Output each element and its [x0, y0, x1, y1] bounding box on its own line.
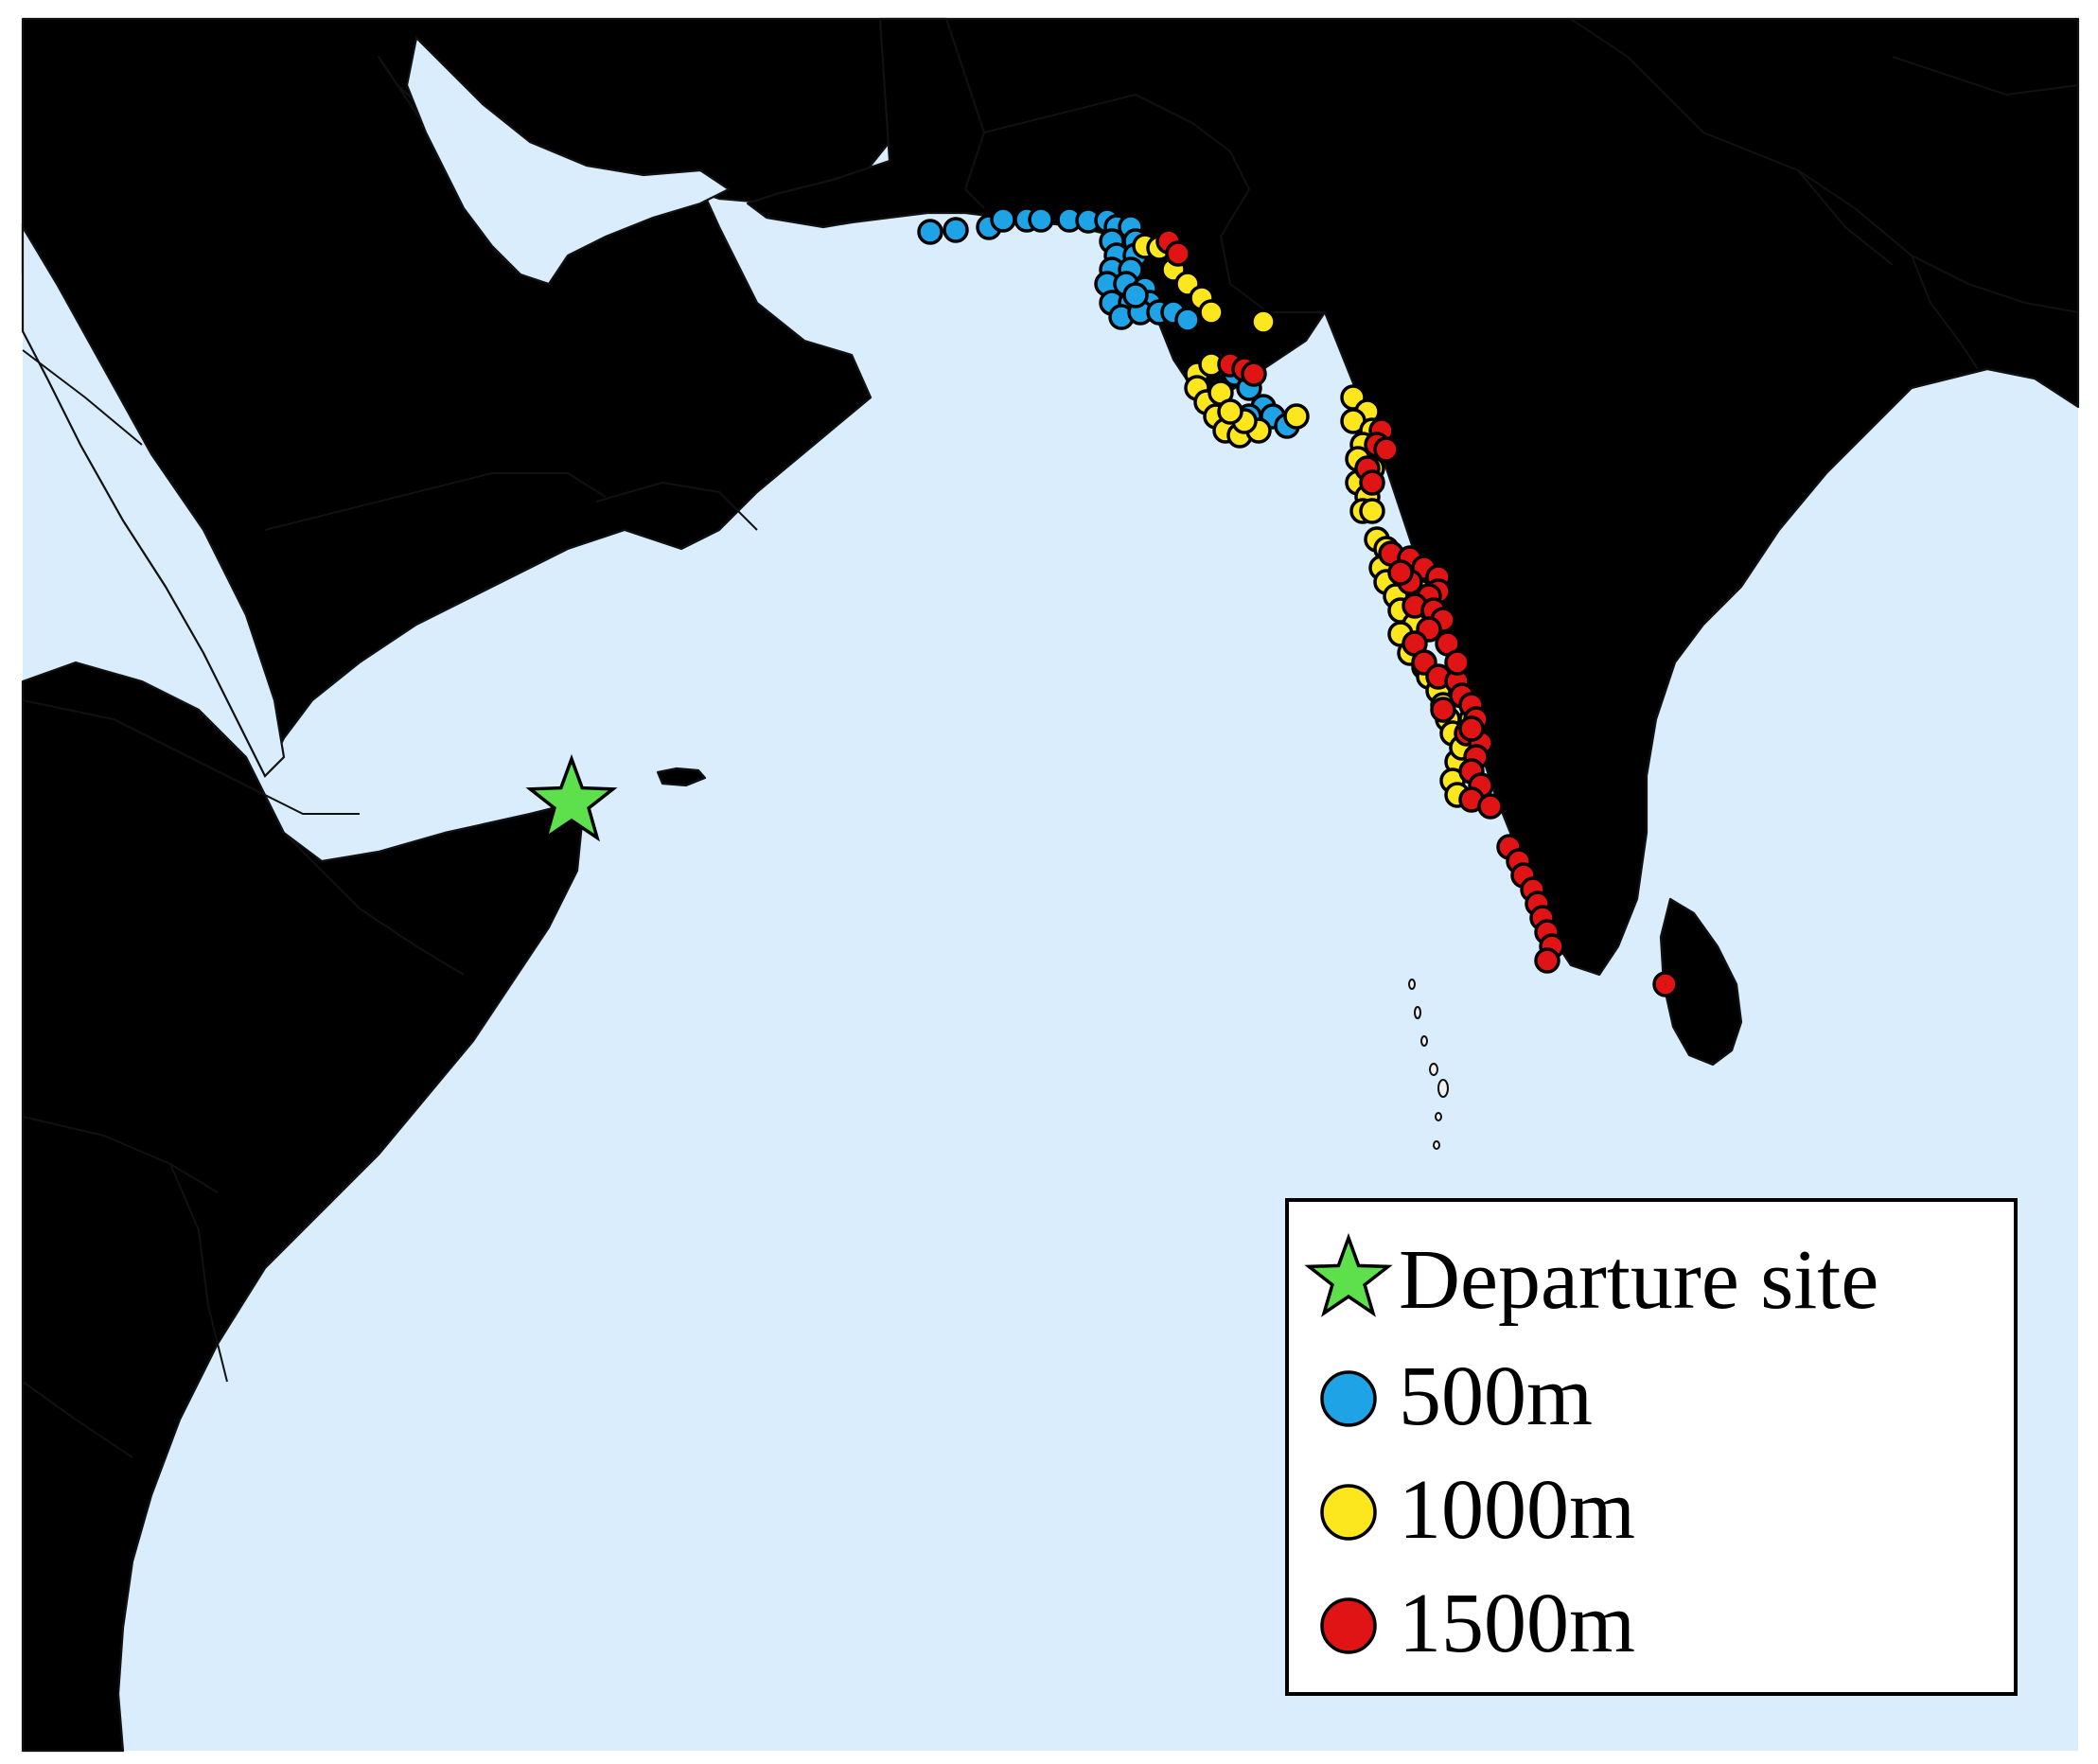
yellow-circle-icon: [1320, 1484, 1377, 1541]
legend-label-1500m: 1500m: [1399, 1577, 1635, 1670]
red-sea: [21, 223, 286, 778]
marker-1500m-36: [1477, 793, 1504, 820]
marker-1500m-47: [1430, 697, 1456, 723]
marker-500m-28: [1174, 307, 1201, 333]
marker-1000m-17: [1217, 398, 1243, 425]
marker-500m-26: [1122, 282, 1149, 309]
marker-1500m-46: [1652, 971, 1679, 997]
markers-1500m: [1155, 228, 1679, 997]
marker-1000m-6: [1250, 309, 1277, 335]
marker-1500m-18: [1387, 559, 1414, 586]
marker-500m-3: [990, 206, 1016, 233]
marker-1500m-9: [1359, 469, 1385, 496]
marker-1000m-5: [1198, 299, 1225, 326]
persian-gulf: [405, 35, 732, 286]
legend-label-1000m: 1000m: [1399, 1463, 1635, 1557]
land-socotra: [656, 767, 707, 787]
red-circle-icon: [1320, 1597, 1377, 1654]
legend-label-500m: 500m: [1399, 1349, 1593, 1443]
marker-1500m-8: [1373, 436, 1400, 463]
land-asia: [746, 17, 2080, 977]
marker-1000m-29: [1359, 498, 1385, 524]
marker-1500m-48: [1444, 649, 1471, 676]
land-africa: [21, 661, 584, 1753]
marker-1500m-49: [1458, 715, 1485, 742]
marker-1500m-45: [1534, 947, 1560, 974]
marker-1000m-18: [1283, 403, 1310, 430]
blue-circle-icon: [1320, 1370, 1377, 1427]
marker-1500m-1: [1165, 240, 1191, 267]
departure-star-marker: [525, 753, 618, 842]
marker-500m-0: [917, 219, 943, 245]
legend: Departure site 500m 1000m 1500m: [1285, 1198, 2018, 1696]
green-star-icon: [1304, 1232, 1393, 1317]
marker-500m-1: [943, 217, 969, 243]
marker-1500m-4: [1241, 361, 1267, 387]
country-borders: [22, 18, 2079, 1458]
legend-label-departure: Departure site: [1399, 1233, 1878, 1327]
maldives: [1408, 979, 1449, 1150]
marker-500m-5: [1028, 206, 1054, 233]
legend-box: [1285, 1198, 2018, 1696]
